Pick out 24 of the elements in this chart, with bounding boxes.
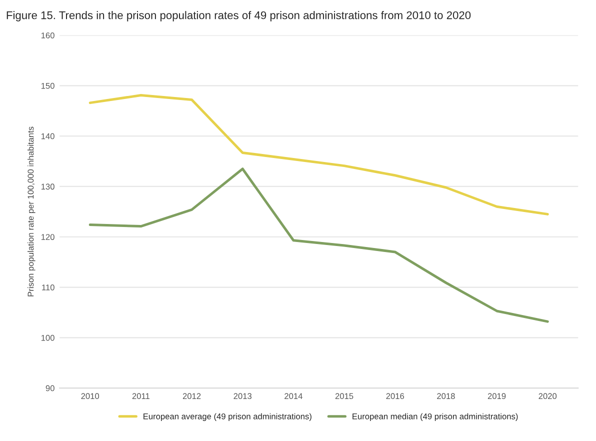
x-tick-label: 2016 [386, 393, 404, 400]
y-tick-label: 120 [41, 234, 54, 240]
y-tick-label: 90 [46, 385, 54, 392]
x-tick-label: 2013 [234, 393, 252, 400]
x-tick-label: 2020 [538, 393, 557, 400]
legend-label: European average (49 prison administrations) [144, 413, 312, 421]
x-tick-label: 2019 [488, 393, 506, 400]
y-axis-title: Prison population rate per 100,000 inhabitants [28, 126, 36, 296]
line-series [88, 168, 549, 323]
y-tick-label: 150 [41, 82, 54, 89]
x-tick-label: 2010 [81, 393, 100, 400]
x-tick-label: 2014 [284, 393, 302, 400]
legend-label: European median (49 prison administrations) [352, 413, 518, 421]
chart-title: Figure 15. Trends in the prison population rates of 49 prison administrations from 2010 to 2020 [6, 11, 471, 22]
x-tick-label: 2015 [335, 393, 354, 400]
y-tick-label: 100 [41, 334, 54, 341]
x-tick-label: 2018 [437, 393, 455, 400]
y-tick-label: 130 [41, 184, 54, 190]
y-tick-label: 110 [42, 284, 54, 290]
line-series [88, 94, 549, 216]
y-tick-label: 160 [41, 32, 54, 38]
x-tick-label: 2012 [182, 393, 201, 400]
y-tick-label: 140 [41, 133, 54, 140]
x-tick-label: 2011 [132, 393, 150, 400]
